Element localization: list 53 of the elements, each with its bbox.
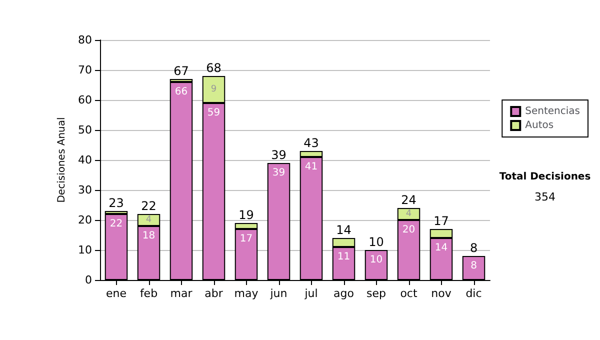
x-tick-label: nov	[431, 287, 452, 300]
total-label: 24	[401, 193, 416, 207]
x-tick-label: abr	[204, 287, 224, 300]
total-label: 19	[238, 208, 254, 222]
total-label: 17	[434, 214, 449, 228]
data-label: 4	[406, 209, 412, 219]
x-tick-label: ene	[106, 287, 127, 300]
x-tick-label: ago	[334, 287, 354, 300]
y-tick-label: 0	[85, 274, 92, 286]
x-tick-label: jul	[304, 287, 318, 300]
total-label: 10	[368, 235, 384, 249]
y-tick-label: 20	[78, 214, 92, 226]
y-tick-label: 30	[78, 184, 92, 196]
data-label: 66	[174, 86, 188, 98]
text: 354	[534, 190, 556, 204]
y-tick-label: 40	[78, 154, 92, 166]
legend-label: Autos	[525, 120, 554, 131]
x-tick-label: may	[234, 287, 259, 300]
data-label: 10	[370, 254, 383, 266]
x-tick-label: oct	[400, 287, 418, 300]
total-label: 43	[304, 136, 319, 150]
y-tick-label: 50	[78, 124, 92, 136]
data-label: 17	[240, 234, 253, 244]
x-tick-label: sep	[366, 287, 386, 300]
x-tick-label: jun	[269, 287, 288, 300]
data-label: 39	[272, 168, 286, 178]
total-label: 22	[141, 199, 156, 213]
x-tick-label: feb	[140, 287, 158, 300]
x-tick-label: dic	[466, 287, 482, 300]
data-label: 8	[470, 260, 477, 272]
data-label: 41	[304, 162, 318, 172]
y-tick-label: 70	[78, 64, 92, 76]
y-tick-label: 80	[78, 34, 92, 46]
data-label: 18	[142, 230, 156, 242]
data-label: 59	[207, 108, 220, 118]
data-label: 20	[402, 224, 416, 236]
x-tick-label: mar	[170, 287, 193, 300]
y-axis-title: Decisiones Anual	[56, 117, 68, 203]
total-label: 14	[336, 223, 352, 237]
data-label: 9	[210, 84, 217, 94]
legend-label: Sentencias	[525, 106, 580, 117]
total-label: 23	[108, 196, 124, 210]
data-label: 11	[337, 252, 350, 262]
y-tick-label: 10	[78, 244, 92, 256]
total-label: 8	[470, 241, 478, 255]
total-label: 39	[271, 148, 286, 162]
data-label: 14	[434, 242, 448, 254]
data-label: 22	[110, 218, 123, 230]
data-label: 4	[146, 215, 152, 225]
text: Total Decisiones	[499, 172, 591, 182]
y-tick-label: 60	[78, 94, 92, 106]
total-label: 68	[206, 61, 222, 75]
total-label: 67	[174, 64, 189, 78]
